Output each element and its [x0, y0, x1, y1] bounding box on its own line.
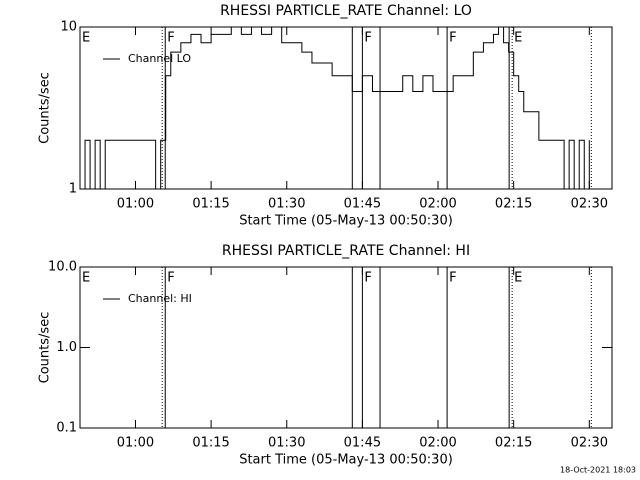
y-axis-label: Counts/sec: [38, 72, 53, 144]
marker-label: F: [364, 31, 371, 46]
y-axis-label: Counts/sec: [38, 312, 53, 384]
marker-label: F: [449, 271, 456, 286]
y-tick-label: 10.0: [48, 260, 77, 275]
marker-label: E: [82, 31, 90, 46]
x-tick-label: 01:30: [268, 197, 305, 212]
marker-label: F: [167, 271, 174, 286]
x-tick-label: 02:30: [571, 197, 608, 212]
legend-label: Channel LO: [128, 52, 191, 65]
x-tick-label: 01:15: [192, 436, 229, 451]
y-tick-label: 10: [60, 20, 77, 35]
x-tick-label: 02:00: [419, 197, 456, 212]
footer: 18-Oct-2021 18:03: [560, 466, 636, 475]
legend-label: Channel: HI: [128, 292, 192, 305]
x-tick-label: 01:45: [344, 436, 381, 451]
x-tick-label: 01:00: [117, 197, 154, 212]
y-tick-label: 0.1: [56, 421, 77, 436]
marker-label: F: [449, 31, 456, 46]
chart-title: RHESSI PARTICLE_RATE Channel: HI: [222, 243, 470, 259]
x-tick-label: 01:00: [117, 436, 154, 451]
y-tick-label: 1: [69, 182, 77, 197]
marker-label: F: [167, 31, 174, 46]
marker-label: E: [514, 271, 522, 286]
x-tick-label: 02:15: [495, 197, 532, 212]
x-tick-label: 02:30: [571, 436, 608, 451]
x-tick-label: 01:15: [192, 197, 229, 212]
data-line: [80, 26, 590, 190]
marker-label: E: [514, 31, 522, 46]
x-tick-label: 01:30: [268, 436, 305, 451]
marker-label: F: [364, 271, 371, 286]
marker-label: E: [82, 271, 90, 286]
x-axis-label: Start Time (05-May-13 00:50:30): [239, 214, 453, 229]
y-tick-label: 1.0: [56, 340, 77, 355]
chart-title: RHESSI PARTICLE_RATE Channel: LO: [220, 3, 472, 19]
x-tick-label: 01:45: [344, 197, 381, 212]
x-axis-label: Start Time (05-May-13 00:50:30): [239, 453, 453, 468]
x-tick-label: 02:15: [495, 436, 532, 451]
x-tick-label: 02:00: [419, 436, 456, 451]
